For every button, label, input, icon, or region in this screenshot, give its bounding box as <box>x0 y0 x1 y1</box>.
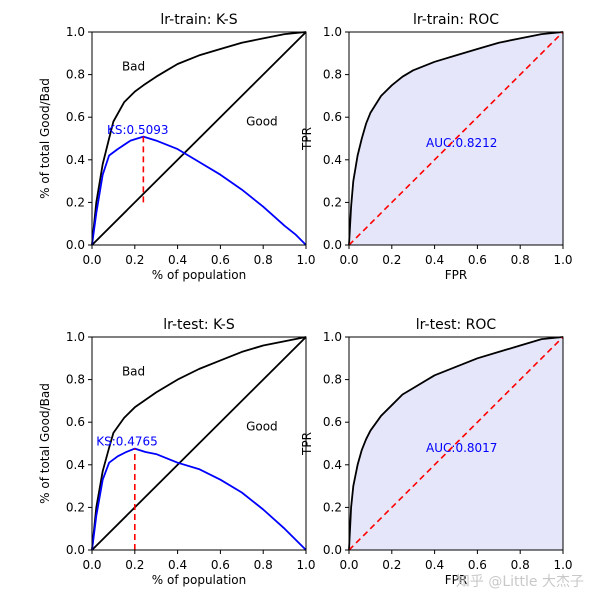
annotation-label: KS:0.4765 <box>96 435 158 449</box>
y-axis-label: TPR <box>300 432 314 456</box>
x-tick-label: 0.6 <box>211 558 230 572</box>
y-tick-label: 0.0 <box>323 543 342 557</box>
y-tick-label: 1.0 <box>323 330 342 344</box>
y-tick-label: 1.0 <box>66 330 85 344</box>
x-axis-label: % of population <box>152 268 246 282</box>
x-tick-label: 0.2 <box>125 558 144 572</box>
axes-frame <box>91 336 307 551</box>
x-tick-label: 0.8 <box>254 253 273 267</box>
annotation-label: KS:0.5093 <box>107 123 169 137</box>
y-tick-label: 0.6 <box>66 110 85 124</box>
x-tick-label: 0.0 <box>82 558 101 572</box>
x-tick-label: 0.4 <box>168 558 187 572</box>
annotation-label: Bad <box>122 364 145 378</box>
x-tick-label: 0.8 <box>511 558 530 572</box>
x-tick-label: 0.6 <box>468 253 487 267</box>
annotation-label: Good <box>246 115 278 129</box>
y-tick-label: 0.6 <box>66 415 85 429</box>
y-tick-label: 0.0 <box>66 543 85 557</box>
chart-panel-1: 0.0 0.2 0.4 0.6 0.8 1.0 0.0 0.2 0.4 0.6 0.8 1.0 lr-t… <box>38 12 316 282</box>
x-tick-label: 0.4 <box>168 253 187 267</box>
series-line-bad <box>91 336 307 551</box>
x-tick-label: 0.8 <box>254 558 273 572</box>
y-tick-label: 0.2 <box>323 500 342 514</box>
annotation-label: AUC:0.8212 <box>426 136 497 150</box>
annotation-label: Bad <box>122 59 145 73</box>
y-tick-label: 1.0 <box>323 25 342 39</box>
y-tick-label: 0.8 <box>323 68 342 82</box>
x-axis-label: % of population <box>152 573 246 587</box>
chart-panel-2: 0.0 0.2 0.4 0.6 0.8 1.0 0.0 0.2 0.4 0.6 0.8 1.0 lr-t… <box>300 12 573 282</box>
y-tick-label: 0.0 <box>323 238 342 252</box>
series-line-diagonal <box>348 31 564 246</box>
chart-panel-3: 0.0 0.2 0.4 0.6 0.8 1.0 0.0 0.2 0.4 0.6 0.8 1.0 lr-t… <box>38 317 316 587</box>
series-line-roc <box>348 31 564 246</box>
chart-title: lr-train: K-S <box>160 12 237 28</box>
series-line-diagonal <box>348 336 564 551</box>
series-line-bad <box>91 31 307 246</box>
y-tick-label: 0.2 <box>66 195 85 209</box>
y-tick-label: 0.2 <box>66 500 85 514</box>
x-tick-label: 0.8 <box>511 253 530 267</box>
y-axis-label: % of total Good/Bad <box>38 78 52 199</box>
y-axis-label: % of total Good/Bad <box>38 383 52 504</box>
y-tick-label: 0.8 <box>66 373 85 387</box>
x-axis-label: FPR <box>445 268 467 282</box>
x-axis-label: FPR <box>445 573 467 587</box>
y-tick-label: 0.4 <box>323 153 342 167</box>
chart-panel-4: 0.0 0.2 0.4 0.6 0.8 1.0 0.0 0.2 0.4 0.6 0.8 1.0 lr-t… <box>300 317 573 587</box>
axes-frame <box>348 31 564 246</box>
x-tick-label: 0.0 <box>339 253 358 267</box>
chart-title: lr-test: K-S <box>163 317 235 333</box>
x-tick-label: 0.4 <box>425 253 444 267</box>
x-tick-label: 1.0 <box>553 253 572 267</box>
x-tick-label: 0.2 <box>382 253 401 267</box>
y-tick-label: 0.8 <box>66 68 85 82</box>
chart-title: lr-train: ROC <box>413 12 499 28</box>
y-tick-label: 1.0 <box>66 25 85 39</box>
y-tick-label: 0.2 <box>323 195 342 209</box>
series-line-ks <box>91 135 307 246</box>
axes-frame <box>348 336 564 551</box>
x-tick-label: 0.6 <box>211 253 230 267</box>
y-tick-label: 0.4 <box>323 458 342 472</box>
series-line-roc <box>348 336 564 551</box>
y-axis-label: TPR <box>300 127 314 151</box>
y-tick-label: 0.0 <box>66 238 85 252</box>
y-tick-label: 0.6 <box>323 110 342 124</box>
series-line-good <box>91 336 307 551</box>
x-tick-label: 0.0 <box>82 253 101 267</box>
annotation-label: AUC:0.8017 <box>426 441 497 455</box>
x-tick-label: 0.2 <box>382 558 401 572</box>
x-tick-label: 1.0 <box>553 558 572 572</box>
series-line-ks <box>91 447 307 551</box>
y-tick-label: 0.4 <box>66 153 85 167</box>
x-tick-label: 0.2 <box>125 253 144 267</box>
annotation-label: Good <box>246 420 278 434</box>
axes-frame <box>91 31 307 246</box>
y-tick-label: 0.6 <box>323 415 342 429</box>
x-tick-label: 0.0 <box>339 558 358 572</box>
x-tick-label: 0.4 <box>425 558 444 572</box>
y-tick-label: 0.8 <box>323 373 342 387</box>
x-tick-label: 1.0 <box>296 253 315 267</box>
series-line-good <box>91 31 307 246</box>
x-tick-label: 1.0 <box>296 558 315 572</box>
y-tick-label: 0.4 <box>66 458 85 472</box>
watermark: 知乎 @Little 大杰子 <box>455 574 584 590</box>
x-tick-label: 0.6 <box>468 558 487 572</box>
chart-title: lr-test: ROC <box>416 317 497 333</box>
